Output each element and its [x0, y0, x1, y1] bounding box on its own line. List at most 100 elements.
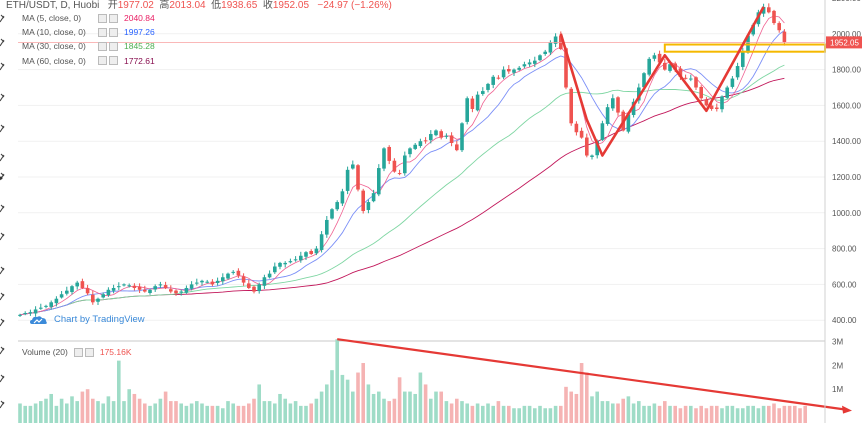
candle-body: [767, 7, 771, 13]
volume-bar: [304, 405, 308, 423]
volume-bar: [569, 391, 573, 423]
candle-body: [91, 294, 95, 303]
legend-name: MA (30, close, 0): [22, 41, 86, 52]
volume-bar: [668, 405, 672, 423]
eye-icon[interactable]: [0, 266, 5, 275]
candle-body: [434, 130, 438, 136]
brush-icon[interactable]: [0, 62, 5, 71]
volume-bar: [184, 405, 189, 423]
candle-body: [553, 36, 558, 44]
settings-icon[interactable]: [98, 56, 107, 66]
tradingview-branding[interactable]: Chart by TradingView: [30, 314, 145, 325]
volume-bar: [512, 408, 516, 423]
candle-body: [782, 31, 787, 43]
settings-icon[interactable]: [98, 27, 107, 37]
candle-body: [689, 78, 693, 80]
trend-line-icon[interactable]: [0, 318, 5, 327]
candle-body: [18, 314, 22, 316]
volume-bar: [91, 398, 95, 423]
candle-body: [600, 123, 605, 140]
volume-bar: [127, 389, 131, 423]
settings-icon[interactable]: [98, 13, 107, 23]
candle-body: [366, 202, 371, 210]
volume-bar: [527, 405, 532, 423]
brush-icon[interactable]: [0, 374, 5, 383]
volume-bar: [137, 398, 142, 423]
candle-body: [314, 248, 319, 254]
candle-body: [309, 251, 313, 254]
volume-bar: [699, 405, 703, 423]
pitchfork-icon[interactable]: [0, 38, 5, 47]
volume-bar: [585, 372, 589, 423]
candle-body: [231, 271, 235, 273]
lock-icon[interactable]: [0, 232, 5, 241]
volume-bar: [70, 396, 74, 423]
pitchfork-icon[interactable]: [0, 346, 5, 355]
volume-bar: [767, 405, 771, 423]
volume-bar: [564, 386, 568, 423]
candle-body: [283, 262, 287, 265]
candle-body: [39, 307, 43, 309]
text-icon[interactable]: [0, 400, 5, 409]
volume-bar: [205, 405, 209, 423]
volume-trend-arrow: [337, 338, 852, 414]
candle-body: [507, 69, 511, 72]
close-icon[interactable]: [109, 56, 118, 66]
close-icon[interactable]: [109, 27, 118, 37]
volume-bar: [600, 401, 605, 423]
open-label: 开: [107, 0, 118, 11]
candle-body: [184, 287, 189, 293]
price-tick-label: 600.00: [832, 280, 857, 289]
price-tick-label: 1400.00: [832, 137, 861, 146]
candle-body: [709, 105, 714, 109]
volume-bar: [538, 405, 542, 423]
settings-icon[interactable]: [73, 347, 83, 357]
volume-bar: [683, 405, 688, 423]
legend-ma60[interactable]: MA (60, close, 0) 1772.61: [22, 54, 155, 68]
volume-bar: [132, 393, 137, 423]
volume-bar: [605, 401, 610, 423]
volume-bar: [309, 403, 313, 423]
legend-ma30[interactable]: MA (30, close, 0) 1845.28: [22, 39, 155, 53]
volume-bar: [663, 401, 667, 423]
measure-icon[interactable]: [0, 153, 5, 162]
volume-bar: [423, 384, 428, 423]
volume-bar: [720, 408, 724, 423]
close-icon[interactable]: [84, 347, 94, 357]
volume-bar: [413, 393, 417, 423]
high-value: 2013.04: [169, 0, 206, 11]
legend-ma5[interactable]: MA (5, close, 0) 2040.84: [22, 11, 155, 25]
volume-bar: [496, 401, 501, 423]
legend-ma10[interactable]: MA (10, close, 0) 1997.26: [22, 25, 155, 39]
price-tick-label: 1600.00: [832, 101, 861, 110]
settings-icon[interactable]: [98, 42, 107, 51]
close-icon[interactable]: [109, 13, 118, 23]
candle-body: [616, 97, 620, 113]
trash-icon[interactable]: [0, 292, 5, 301]
volume-bar: [715, 405, 719, 423]
candle-body: [127, 285, 131, 287]
pattern-icon[interactable]: [0, 124, 5, 133]
candle-body: [132, 285, 137, 288]
close-icon[interactable]: [109, 42, 118, 51]
volume-bar: [449, 403, 454, 423]
candle-body: [465, 98, 469, 122]
volume-bar: [392, 398, 397, 423]
open-value: 1977.02: [117, 0, 154, 11]
candle-body: [533, 60, 537, 64]
volume-bar: [247, 403, 251, 423]
volume-bar: [174, 401, 178, 423]
trend-line-icon[interactable]: [0, 14, 5, 23]
candle-body: [377, 168, 381, 195]
volume-legend-name: Volume (20): [22, 347, 68, 357]
candle-body: [439, 131, 443, 138]
volume-bar: [756, 408, 761, 423]
candle-body: [148, 289, 152, 293]
volume-bar: [252, 398, 256, 423]
legend-name: MA (5, close, 0): [22, 13, 82, 23]
magnet-icon[interactable]: [0, 204, 5, 213]
volume-bar: [236, 405, 241, 423]
volume-bar: [345, 379, 350, 423]
text-icon[interactable]: [0, 93, 5, 102]
